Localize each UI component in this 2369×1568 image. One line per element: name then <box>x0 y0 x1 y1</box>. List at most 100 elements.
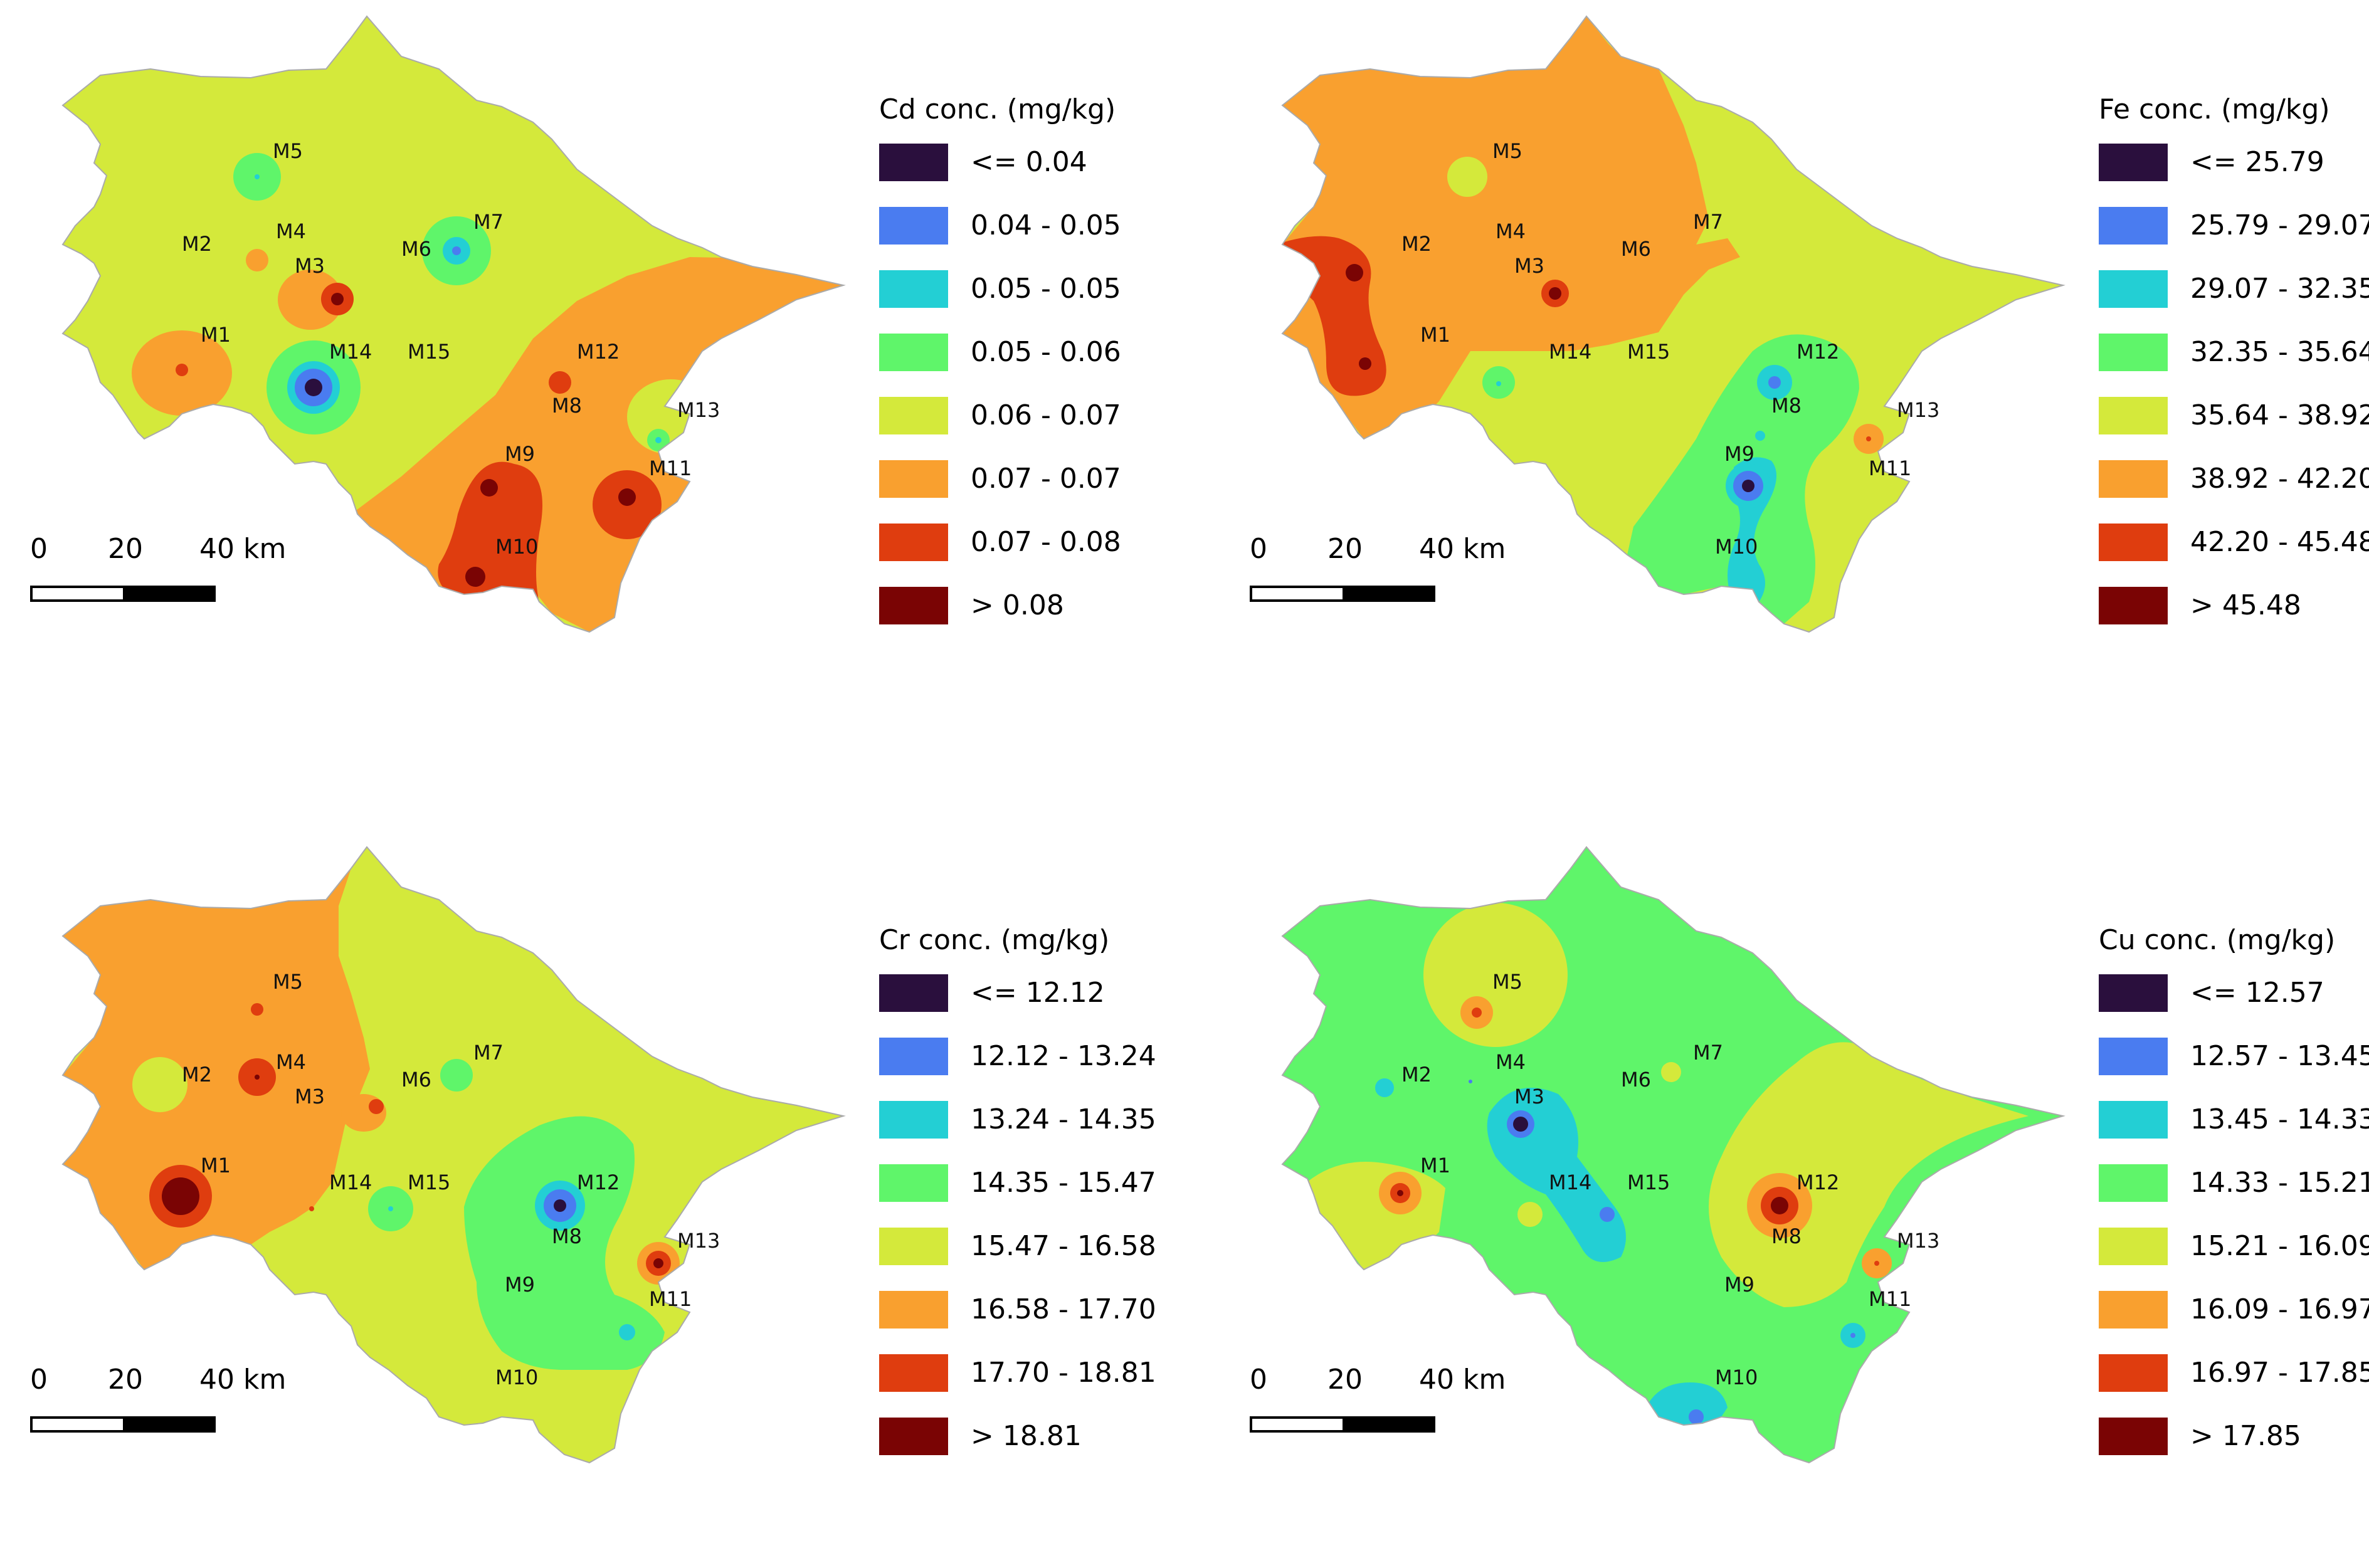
legend-label: 29.07 - 32.35 <box>2190 273 2369 305</box>
concentration-zone-24 <box>1689 1409 1704 1424</box>
legend-swatch <box>2099 1164 2168 1202</box>
concentration-zone-15 <box>1709 1042 2029 1307</box>
site-label-m9: M9 <box>1724 1273 1754 1297</box>
site-label-m8: M8 <box>552 1224 582 1248</box>
site-label-m7: M7 <box>473 210 504 234</box>
concentration-zone-24 <box>655 437 662 443</box>
legend-item-3: 32.35 - 35.64 <box>2099 320 2369 384</box>
site-label-m3: M3 <box>1514 254 1544 278</box>
legend-label: 38.92 - 42.20 <box>2190 463 2369 495</box>
legend-swatch <box>2099 1227 2168 1265</box>
concentration-zone-8 <box>1375 1078 1394 1097</box>
legend-item-3: 14.35 - 15.47 <box>879 1151 1156 1214</box>
scale-tick-0: 0 <box>1250 1364 1267 1396</box>
site-label-m12: M12 <box>577 1171 620 1194</box>
legend-label: 14.33 - 15.21 <box>2190 1167 2369 1199</box>
legend-item-0: <= 25.79 <box>2099 130 2369 194</box>
legend-label: 0.06 - 0.07 <box>971 399 1121 431</box>
site-label-m11: M11 <box>649 456 692 480</box>
concentration-zone-2 <box>176 364 188 376</box>
legend-swatch <box>879 1164 948 1202</box>
site-label-m10: M10 <box>1715 1365 1758 1389</box>
legend-swatch <box>2099 523 2168 561</box>
concentration-zone-8 <box>255 174 260 179</box>
site-label-m3: M3 <box>295 1085 325 1108</box>
legend-label: 15.47 - 16.58 <box>971 1230 1156 1262</box>
site-label-m14: M14 <box>329 1171 372 1194</box>
site-label-m1: M1 <box>201 1154 231 1177</box>
legend-item-5: 0.07 - 0.07 <box>879 447 1121 510</box>
legend-label: <= 25.79 <box>2190 146 2324 178</box>
site-label-m6: M6 <box>401 237 431 261</box>
concentration-zone-0 <box>1423 903 1568 1047</box>
concentration-zone-4 <box>255 1075 260 1080</box>
scale-bar-graphic <box>1250 586 1435 602</box>
legend-label: 17.70 - 18.81 <box>971 1357 1156 1389</box>
legend-label: <= 12.57 <box>2190 977 2324 1009</box>
site-label-m14: M14 <box>329 340 372 364</box>
site-label-m15: M15 <box>408 1171 450 1194</box>
concentration-zone-9 <box>309 1206 314 1211</box>
site-label-m8: M8 <box>1771 394 1802 418</box>
legend-label: <= 0.04 <box>971 146 1087 178</box>
legend-swatch <box>879 1417 948 1455</box>
concentration-zone-11 <box>452 246 461 255</box>
concentration-zone-5 <box>331 293 344 305</box>
scale-tick-20: 20 <box>108 533 143 565</box>
legend-item-0: <= 12.12 <box>879 961 1156 1024</box>
legend-item-6: 16.97 - 17.85 <box>2099 1341 2369 1404</box>
site-label-m10: M10 <box>1715 535 1758 559</box>
legend-label: 0.04 - 0.05 <box>971 209 1121 241</box>
scale-tick-20: 20 <box>1327 1364 1363 1396</box>
concentration-zone-15 <box>305 379 322 396</box>
legend-label: > 18.81 <box>971 1420 1082 1452</box>
legend-swatch <box>2099 1354 2168 1392</box>
site-label-m3: M3 <box>1514 1085 1544 1108</box>
legend-item-4: 0.06 - 0.07 <box>879 384 1121 447</box>
scale-tick-40: 40 km <box>1419 1364 1506 1396</box>
legend-item-1: 25.79 - 29.07 <box>2099 194 2369 257</box>
concentration-zone-16 <box>1742 480 1754 492</box>
site-label-m15: M15 <box>1627 1171 1670 1194</box>
concentration-zone-11 <box>1768 376 1781 389</box>
legend-label: 15.21 - 16.09 <box>2190 1230 2369 1262</box>
legend-swatch <box>2099 1290 2168 1329</box>
legend-swatch <box>2099 143 2168 181</box>
region-outline <box>1281 846 2066 1464</box>
cd-legend: Cd conc. (mg/kg) <= 0.04 0.04 - 0.05 0.05 … <box>879 89 1121 637</box>
concentration-zone-12 <box>1513 1117 1528 1132</box>
scale-tick-0: 0 <box>30 533 48 565</box>
site-label-m6: M6 <box>1621 1068 1651 1092</box>
scale-tick-0: 0 <box>30 1364 48 1396</box>
legend-swatch <box>2099 270 2168 308</box>
site-label-m2: M2 <box>1401 232 1432 256</box>
legend-item-4: 15.21 - 16.09 <box>2099 1214 2369 1278</box>
concentration-zones <box>63 868 680 1370</box>
site-label-m12: M12 <box>577 340 620 364</box>
scale-tick-40: 40 km <box>199 1364 287 1396</box>
legend-item-5: 38.92 - 42.20 <box>2099 447 2369 510</box>
legend-label: 0.05 - 0.05 <box>971 273 1121 305</box>
legend-swatch <box>2099 333 2168 371</box>
site-label-m11: M11 <box>649 1287 692 1311</box>
site-label-m6: M6 <box>401 1068 431 1092</box>
concentration-zones <box>1307 903 2029 1425</box>
legend-item-2: 0.05 - 0.05 <box>879 257 1121 320</box>
scale-bar: 0 20 40 km <box>1250 1364 1506 1445</box>
concentration-zone-3 <box>278 270 343 330</box>
site-label-m1: M1 <box>201 323 231 347</box>
legend-item-6: 0.07 - 0.08 <box>879 510 1121 574</box>
concentration-zone-7 <box>1397 1190 1403 1196</box>
legend-item-2: 13.45 - 14.33 <box>2099 1088 2369 1151</box>
concentration-zone-3 <box>1346 264 1363 282</box>
cu-legend: Cu conc. (mg/kg) <= 12.57 12.57 - 13.45 13… <box>2099 920 2369 1468</box>
site-label-m2: M2 <box>1401 1063 1432 1087</box>
legend-item-6: 17.70 - 18.81 <box>879 1341 1156 1404</box>
site-label-m1: M1 <box>1420 323 1450 347</box>
site-label-m9: M9 <box>505 442 535 466</box>
legend-swatch <box>879 460 948 498</box>
cr-legend: Cr conc. (mg/kg) <= 12.12 12.12 - 13.24 13… <box>879 920 1156 1468</box>
concentration-zone-23 <box>1646 1382 1728 1425</box>
fe-legend: Fe conc. (mg/kg) <= 25.79 25.79 - 29.07 29… <box>2099 89 2369 637</box>
region-outline <box>61 846 846 1464</box>
